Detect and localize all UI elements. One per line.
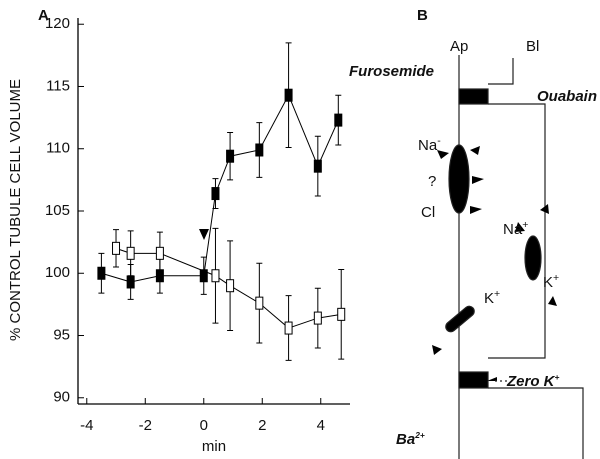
data-point <box>313 159 322 173</box>
data-point <box>199 269 208 283</box>
y-tick-label: 105 <box>45 202 70 219</box>
data-point <box>211 269 220 283</box>
drug-label: Ouabain <box>537 88 597 105</box>
y-tick-label: 110 <box>46 140 70 157</box>
ion-label: ? <box>428 173 436 190</box>
data-point <box>211 187 220 201</box>
panel-label: A <box>38 7 49 24</box>
k-channel <box>445 305 475 333</box>
arrow <box>487 377 497 381</box>
data-point <box>126 246 135 260</box>
ion-charge: + <box>494 288 500 300</box>
cotransporter <box>448 144 470 214</box>
panel-label: B <box>417 7 428 24</box>
ion-label: Na- <box>418 135 441 154</box>
y-tick-label: 120 <box>45 15 70 32</box>
ion-label: K+ <box>484 288 500 307</box>
arrow <box>472 176 484 184</box>
drug-label: Furosemide <box>349 63 434 80</box>
ion-charge: - <box>437 135 441 147</box>
arrow <box>437 150 449 159</box>
basolateral-top <box>488 58 514 85</box>
data-point <box>337 307 346 321</box>
ion-charge: + <box>553 272 559 284</box>
ion-name: Zero K <box>506 373 556 390</box>
start-arrow <box>199 229 209 240</box>
ion-charge: + <box>555 372 560 382</box>
series-line <box>101 94 339 283</box>
ion-name: Na <box>418 137 438 154</box>
x-tick-label: -2 <box>139 417 152 434</box>
ion-name: K <box>484 290 494 307</box>
arrow <box>470 206 482 214</box>
membrane-label: Bl <box>526 38 539 55</box>
arrow <box>432 345 442 355</box>
arrow <box>515 222 525 232</box>
ion-label: Zero K+ <box>506 372 560 390</box>
na-k-pump <box>524 235 542 281</box>
data-point <box>97 266 106 280</box>
ion-charge: 2+ <box>414 430 425 440</box>
ion-label: K+ <box>543 272 559 291</box>
ion-labels: Na-Na+K+K+Zero K+Ba2+ <box>396 135 560 448</box>
data-point <box>313 311 322 325</box>
ion-name: Na <box>503 221 523 238</box>
arrow <box>470 146 480 155</box>
tight-junction <box>458 88 489 105</box>
ion-label: Cl <box>421 204 435 221</box>
x-tick-label: 4 <box>317 417 325 434</box>
data-point <box>155 246 164 260</box>
ion-name: K <box>543 274 553 291</box>
data-point <box>226 279 235 293</box>
data-point <box>255 296 264 310</box>
data-point <box>334 113 343 127</box>
data-point <box>284 88 293 102</box>
x-axis-title: min <box>202 438 226 455</box>
ion-label: Na+ <box>503 219 528 238</box>
arrow <box>540 204 549 214</box>
y-tick-label: 115 <box>46 77 70 94</box>
basolateral-membrane <box>488 103 546 359</box>
basolateral-bottom <box>488 387 584 459</box>
y-tick-label: 100 <box>45 264 70 281</box>
data-point <box>126 275 135 289</box>
data-point <box>284 321 293 335</box>
ion-label: Ba2+ <box>396 430 425 448</box>
x-tick-label: 0 <box>200 417 208 434</box>
x-tick-label: -4 <box>80 417 93 434</box>
data-point <box>112 241 121 255</box>
y-axis-title: % CONTROL TUBULE CELL VOLUME <box>7 79 24 341</box>
y-tick-label: 95 <box>53 326 70 343</box>
ion-name: Ba <box>396 431 415 448</box>
x-tick-label: 2 <box>258 417 266 434</box>
arrow <box>548 296 557 306</box>
y-tick-label: 90 <box>53 389 70 406</box>
data-point <box>255 143 264 157</box>
tight-junction <box>458 371 489 389</box>
data-point <box>226 149 235 163</box>
membrane-label: Ap <box>450 38 468 55</box>
diagram <box>432 55 584 459</box>
ion-charge: + <box>522 219 528 231</box>
